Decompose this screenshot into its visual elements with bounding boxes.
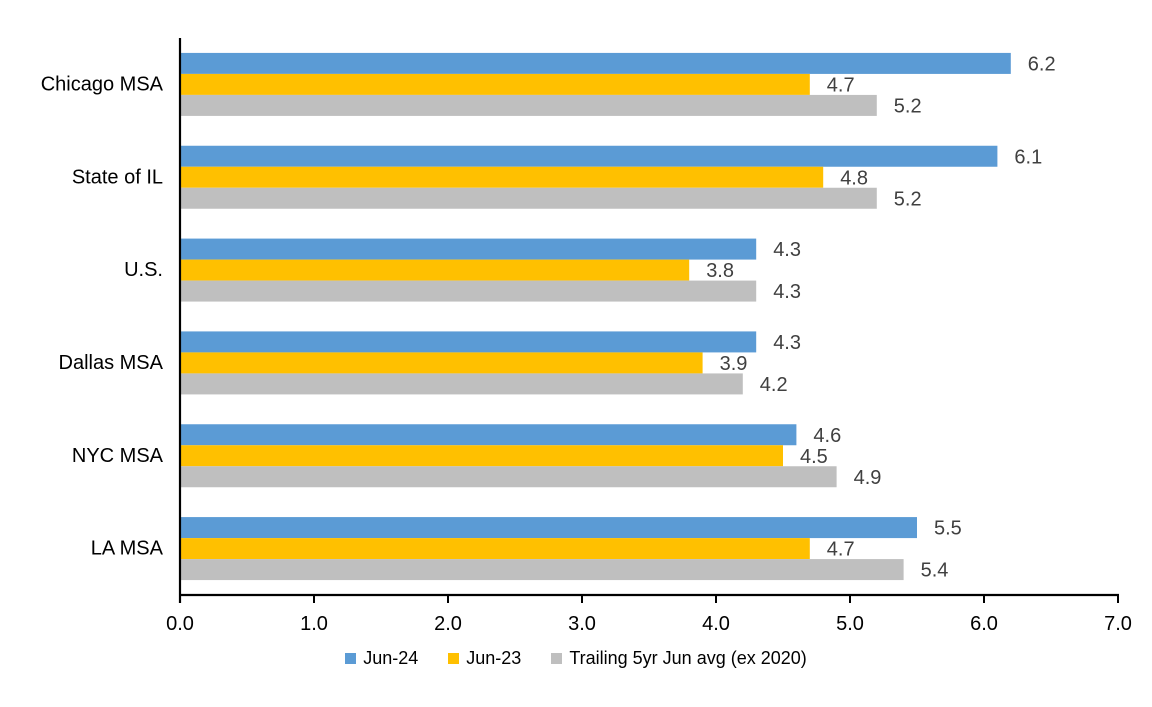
category-label-chicago-msa: Chicago MSA: [41, 73, 164, 95]
bar-trailing-5yr-jun-avg-ex-2020-dallas-msa: [181, 373, 743, 395]
bar-jun-24-nyc-msa: [181, 424, 797, 446]
legend-item-trailing-5yr-jun-avg-ex-2020: Trailing 5yr Jun avg (ex 2020): [551, 648, 807, 669]
data-label-trailing-5yr-jun-avg-ex-2020-la-msa: 5.4: [921, 560, 949, 582]
data-label-jun-24-state-of-il: 6.1: [1014, 146, 1042, 168]
bar-jun-24-dallas-msa: [181, 331, 757, 353]
data-label-trailing-5yr-jun-avg-ex-2020-chicago-msa: 5.2: [894, 95, 922, 117]
x-tick-label-1.0: 1.0: [300, 613, 328, 635]
legend-label: Jun-23: [466, 648, 522, 668]
x-tick-label-7.0: 7.0: [1104, 613, 1132, 635]
bar-jun-23-chicago-msa: [181, 73, 810, 95]
bar-trailing-5yr-jun-avg-ex-2020-nyc-msa: [181, 466, 837, 488]
x-tick-label-3.0: 3.0: [568, 613, 596, 635]
data-label-jun-23-chicago-msa: 4.7: [827, 74, 855, 96]
bar-jun-24-u-s: [181, 238, 757, 260]
bar-jun-24-state-of-il: [181, 145, 998, 167]
category-label-nyc-msa: NYC MSA: [72, 445, 164, 467]
data-label-trailing-5yr-jun-avg-ex-2020-u-s: 4.3: [773, 281, 801, 303]
bar-jun-23-state-of-il: [181, 166, 824, 188]
bar-trailing-5yr-jun-avg-ex-2020-state-of-il: [181, 187, 877, 209]
bar-trailing-5yr-jun-avg-ex-2020-la-msa: [181, 559, 904, 581]
legend-item-jun-23: Jun-23: [448, 648, 521, 669]
x-tick-label-2.0: 2.0: [434, 613, 462, 635]
category-label-la-msa: LA MSA: [91, 538, 164, 560]
category-label-dallas-msa: Dallas MSA: [59, 352, 164, 374]
bar-jun-24-la-msa: [181, 517, 917, 539]
bar-trailing-5yr-jun-avg-ex-2020-u-s: [181, 280, 757, 302]
data-label-jun-23-nyc-msa: 4.5: [800, 446, 828, 468]
category-label-state-of-il: State of IL: [72, 166, 163, 188]
bar-jun-23-u-s: [181, 259, 690, 281]
bar-jun-23-la-msa: [181, 538, 810, 560]
legend-item-jun-24: Jun-24: [345, 648, 418, 669]
data-label-trailing-5yr-jun-avg-ex-2020-nyc-msa: 4.9: [854, 467, 882, 489]
bar-jun-23-dallas-msa: [181, 352, 703, 374]
data-label-jun-24-chicago-msa: 6.2: [1028, 53, 1056, 75]
legend-label: Jun-24: [363, 648, 419, 668]
data-label-jun-24-u-s: 4.3: [773, 239, 801, 261]
x-tick-label-0.0: 0.0: [166, 613, 194, 635]
bar-jun-24-chicago-msa: [181, 52, 1011, 74]
legend-swatch-icon: [345, 653, 357, 664]
data-label-jun-23-dallas-msa: 3.9: [720, 353, 748, 375]
data-label-trailing-5yr-jun-avg-ex-2020-dallas-msa: 4.2: [760, 374, 788, 396]
data-label-jun-23-state-of-il: 4.8: [840, 167, 868, 189]
data-label-jun-24-la-msa: 5.5: [934, 518, 962, 540]
chart-legend: Jun-24 Jun-23 Trailing 5yr Jun avg (ex 202…: [0, 648, 1152, 669]
x-tick-label-4.0: 4.0: [702, 613, 730, 635]
legend-label: Trailing 5yr Jun avg (ex 2020): [569, 648, 807, 668]
legend-swatch-icon: [448, 653, 460, 664]
data-label-jun-24-dallas-msa: 4.3: [773, 332, 801, 354]
data-label-trailing-5yr-jun-avg-ex-2020-state-of-il: 5.2: [894, 188, 922, 210]
data-label-jun-23-u-s: 3.8: [706, 260, 734, 282]
data-label-jun-24-nyc-msa: 4.6: [813, 425, 841, 447]
x-tick-label-5.0: 5.0: [836, 613, 864, 635]
data-label-jun-23-la-msa: 4.7: [827, 539, 855, 561]
legend-swatch-icon: [551, 653, 563, 664]
x-tick-label-6.0: 6.0: [970, 613, 998, 635]
category-label-u-s: U.S.: [124, 259, 163, 281]
bar-trailing-5yr-jun-avg-ex-2020-chicago-msa: [181, 94, 877, 116]
bar-jun-23-nyc-msa: [181, 445, 783, 467]
